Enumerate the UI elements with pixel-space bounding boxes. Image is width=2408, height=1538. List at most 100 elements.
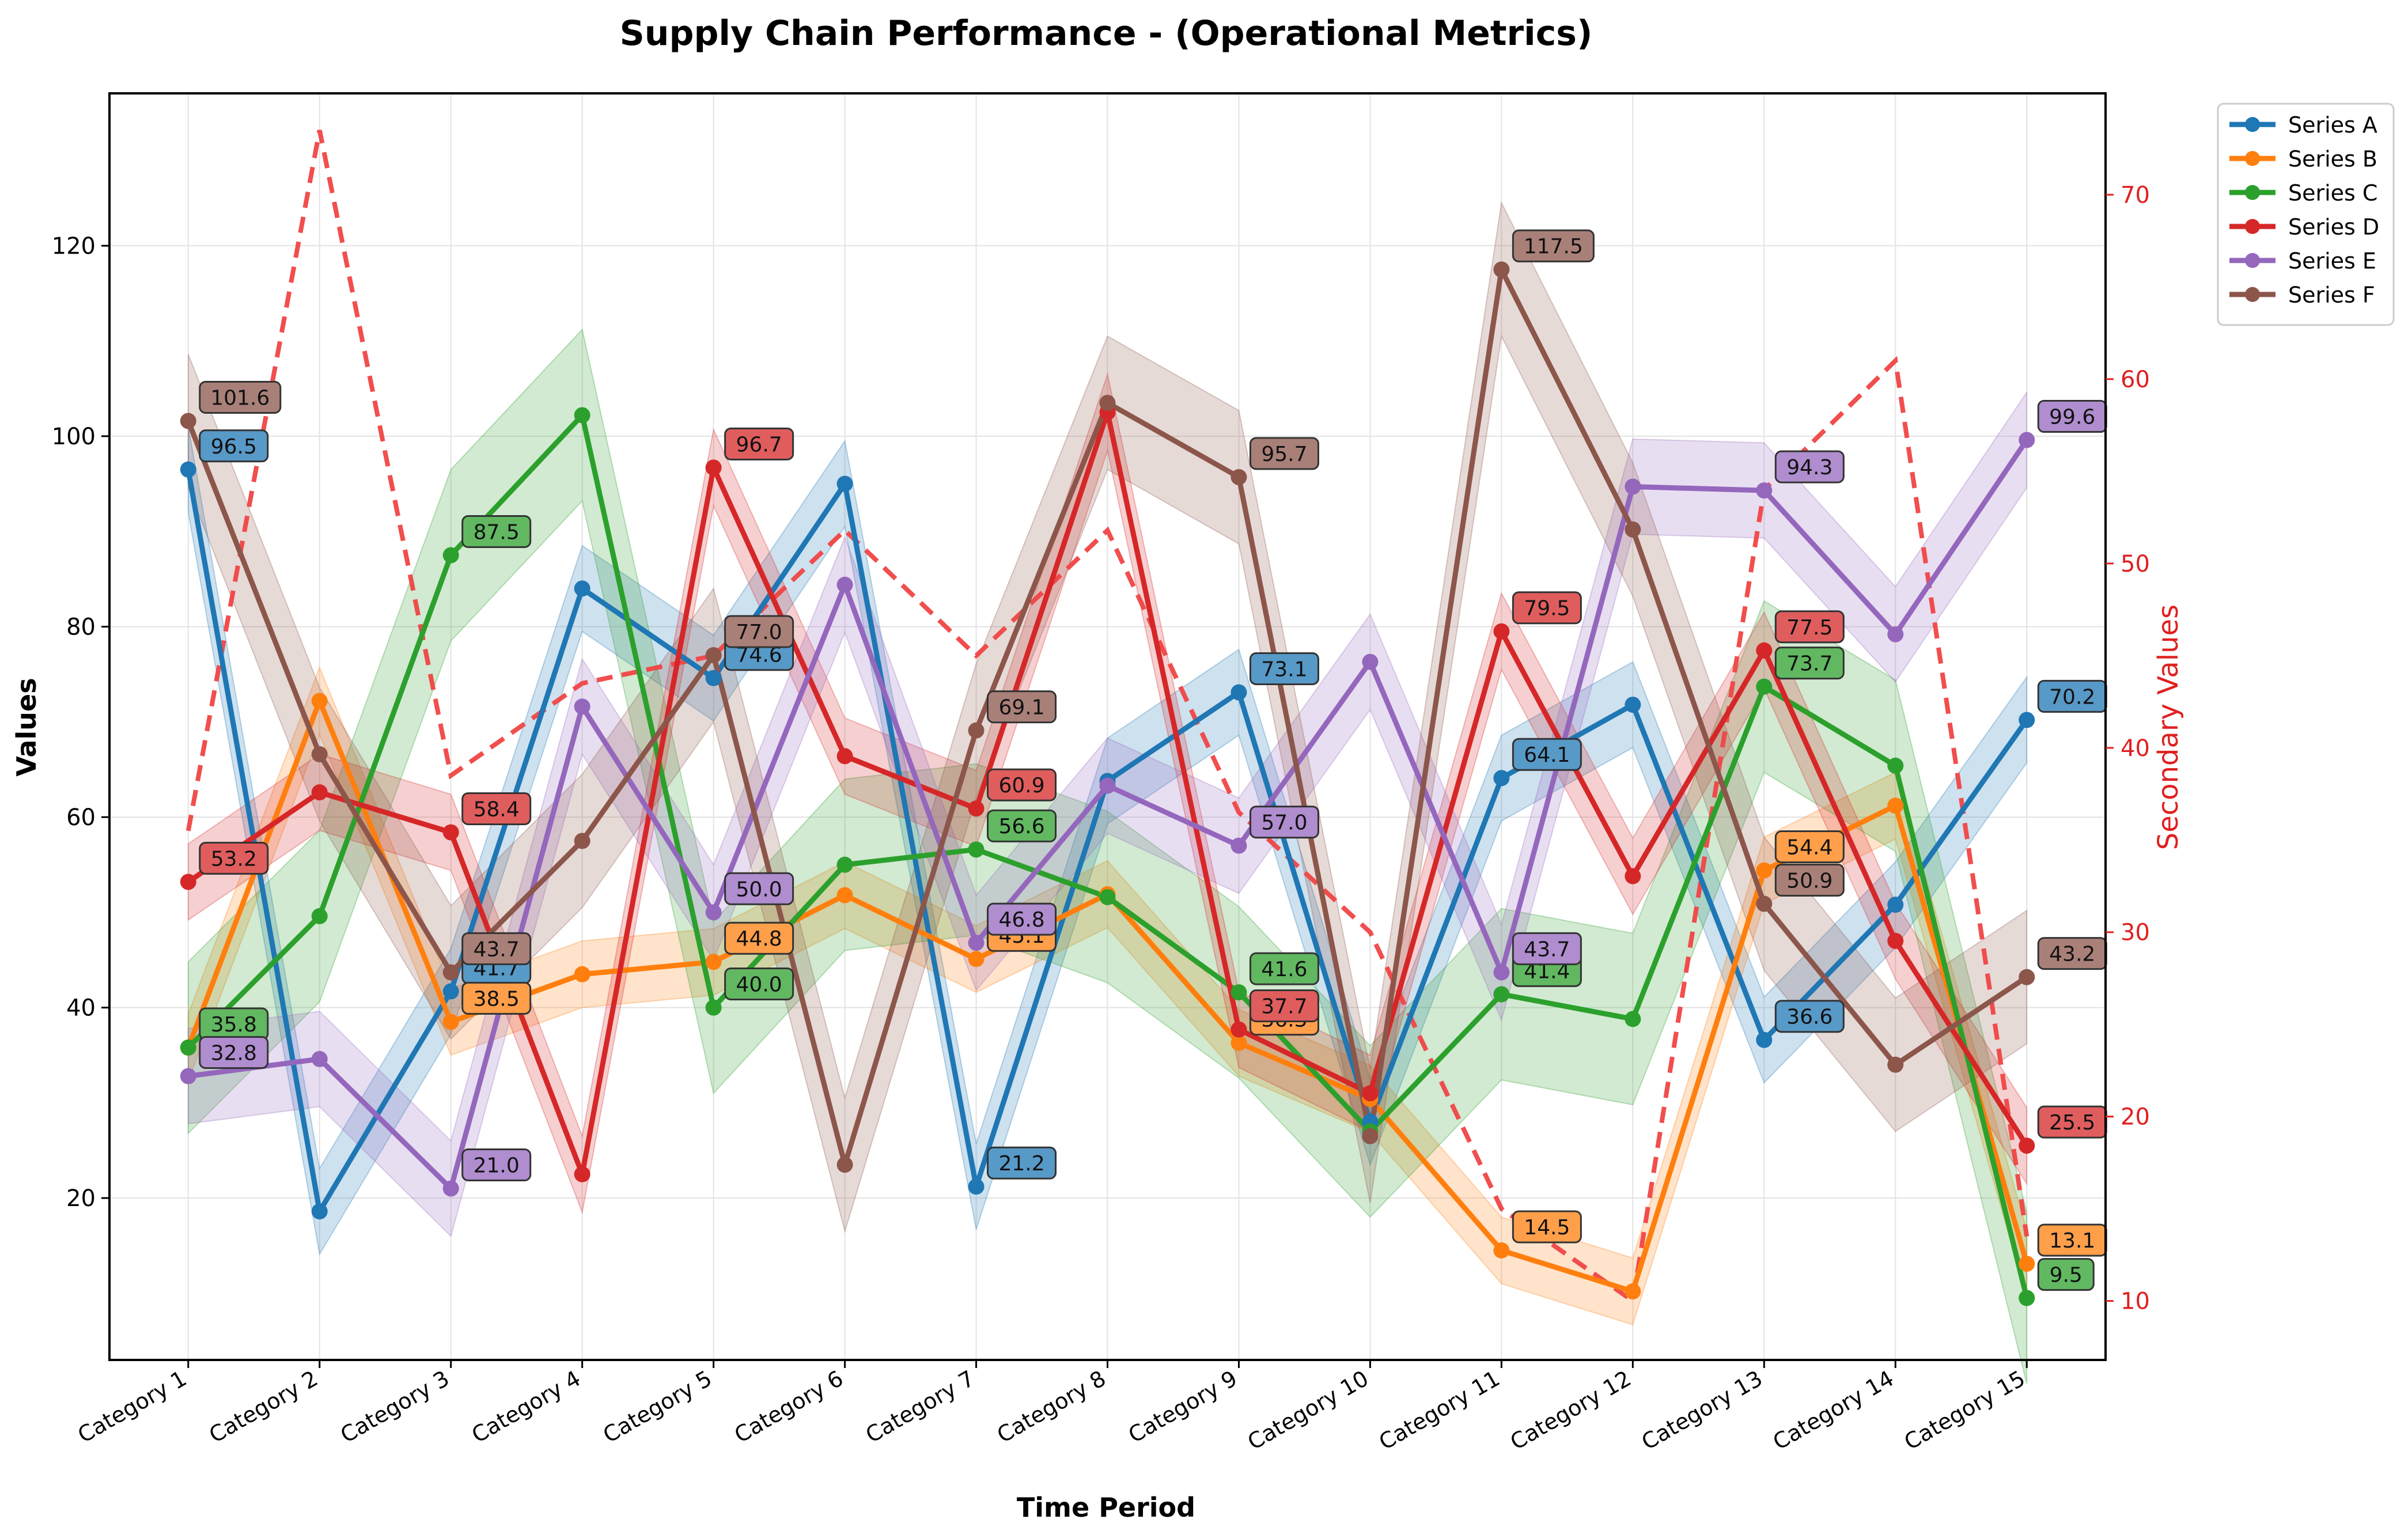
series-d-point [311, 784, 328, 801]
data-label: 40.0 [724, 968, 794, 1001]
series-c-point [1625, 1011, 1641, 1027]
data-label-box [1249, 437, 1319, 470]
data-label-box [987, 768, 1057, 802]
series-c-point [1493, 986, 1510, 1003]
series-f-point [968, 722, 985, 739]
series-f-point [1756, 895, 1773, 912]
data-label-text: 60.9 [998, 774, 1044, 798]
series-f-point [180, 413, 196, 429]
series-e-point [574, 698, 590, 715]
series-f-point [1362, 1128, 1379, 1144]
data-label-text: 21.0 [474, 1154, 520, 1178]
data-label-box [461, 981, 532, 1015]
data-label: 43.7 [461, 932, 532, 965]
data-label-text: 73.7 [1786, 652, 1832, 676]
data-label-text: 70.2 [2049, 685, 2095, 709]
x-tick-label: Category 13 [1637, 1366, 1767, 1455]
data-label-box [724, 615, 794, 648]
series-a-point [705, 670, 722, 686]
series-a-point [1887, 897, 1904, 913]
data-label: 58.4 [461, 792, 532, 825]
data-label: 46.8 [987, 902, 1057, 936]
series-d-point [1625, 868, 1641, 885]
series-a-point [1493, 770, 1510, 787]
series-a-point [1756, 1031, 1773, 1048]
y2-tick-label: 30 [2121, 920, 2150, 946]
y2-tick-label: 50 [2121, 551, 2150, 577]
data-label: 50.9 [1774, 863, 1845, 897]
y2-axis-label: Secondary Values [2152, 604, 2184, 850]
legend-marker [2245, 185, 2260, 200]
data-label: 44.8 [724, 921, 794, 955]
x-tick-label: Category 12 [1506, 1366, 1635, 1455]
x-tick-label: Category 2 [205, 1366, 323, 1448]
data-label-text: 46.8 [998, 908, 1044, 932]
data-label-text: 56.6 [998, 815, 1044, 838]
data-label-box [199, 429, 269, 463]
legend-item[interactable]: Series E [2229, 248, 2376, 274]
series-b-point [968, 951, 985, 968]
data-label-box [1249, 652, 1319, 686]
data-label: 41.6 [1249, 952, 1319, 985]
series-b-point [1230, 1034, 1247, 1051]
series-d-point [836, 748, 853, 765]
series-c-point [2019, 1290, 2035, 1306]
y-tick-label: 100 [52, 424, 96, 450]
series-a-point [442, 983, 459, 1000]
data-label-text: 38.5 [474, 987, 520, 1011]
series-f-point [1493, 261, 1510, 278]
series-f-point [2019, 969, 2035, 985]
series-d-point [574, 1166, 590, 1182]
legend-item[interactable]: Series F [2229, 282, 2375, 308]
data-label-box [1512, 738, 1582, 771]
series-e-point [1362, 653, 1379, 670]
legend-item[interactable]: Series D [2229, 214, 2379, 240]
legend-label: Series A [2288, 112, 2377, 138]
data-label-box [2037, 1258, 2095, 1291]
series-a-point [1230, 684, 1247, 701]
data-label-box [1774, 863, 1845, 897]
series-a-point [2019, 712, 2035, 728]
legend[interactable]: Series A Series B Series C Series D Series E… [2217, 103, 2395, 326]
series-e-point [1493, 964, 1510, 981]
data-label: 13.1 [2037, 1223, 2107, 1257]
legend-marker [2245, 219, 2260, 234]
data-label-box [987, 902, 1057, 936]
data-label-box [461, 515, 532, 549]
series-b-point [1887, 798, 1904, 814]
data-label-text: 36.6 [1786, 1006, 1832, 1029]
data-label-text: 50.0 [736, 878, 782, 901]
y-tick-label: 80 [66, 614, 96, 640]
chart-title: Supply Chain Performance - (Operational … [620, 13, 1593, 54]
data-label: 21.0 [461, 1148, 532, 1182]
data-label-text: 94.3 [1786, 456, 1832, 479]
y-tick-label: 120 [52, 233, 96, 259]
legend-item[interactable]: Series B [2229, 146, 2377, 172]
y-axis-label: Values [11, 678, 42, 776]
y-tick-label: 60 [66, 804, 96, 831]
data-label: 77.0 [724, 615, 794, 648]
legend-marker [2245, 253, 2260, 268]
data-label-box [461, 932, 532, 965]
data-label-text: 43.7 [1524, 938, 1570, 961]
series-b-point [311, 693, 328, 709]
data-label-box [1249, 806, 1319, 839]
series-d-point [2019, 1138, 2035, 1154]
x-tick-label: Category 3 [336, 1366, 453, 1448]
data-label: 70.2 [2037, 679, 2107, 713]
series-d-point [1230, 1021, 1247, 1038]
series-c-point [836, 856, 853, 873]
data-label-box [1249, 952, 1319, 985]
data-label: 50.0 [724, 872, 794, 905]
legend-item[interactable]: Series C [2229, 180, 2377, 206]
data-label: 69.1 [987, 690, 1057, 724]
data-label-text: 73.1 [1261, 658, 1307, 682]
legend-item[interactable]: Series A [2229, 112, 2377, 138]
series-d-point [705, 459, 722, 476]
series-a-point [968, 1178, 985, 1195]
series-b-point [1625, 1283, 1641, 1300]
series-c-point [968, 841, 985, 858]
series-d-point [442, 824, 459, 841]
data-label-box [1512, 932, 1582, 965]
data-label-box [987, 1146, 1057, 1180]
